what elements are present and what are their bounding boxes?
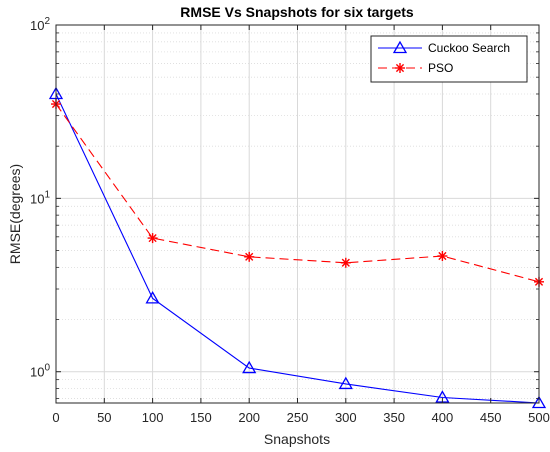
- data-point-series-0: [242, 360, 257, 374]
- x-tick-label: 450: [480, 410, 502, 425]
- legend-label-0: Cuckoo Search: [428, 41, 510, 55]
- legend-marker-1: [395, 63, 405, 73]
- x-tick-label: 350: [383, 410, 405, 425]
- data-point-series-0: [145, 291, 160, 304]
- x-tick-label: 100: [142, 410, 164, 425]
- x-tick-labels: 0 50 100 150 200 250 300 350 400 450 500: [52, 410, 549, 425]
- x-tick-label: 50: [97, 410, 111, 425]
- x-tick-label: 300: [335, 410, 357, 425]
- data-point-series-1: [147, 233, 158, 244]
- x-tick-label: 200: [238, 410, 260, 425]
- data-point-series-1: [244, 251, 255, 262]
- y-tick-label: 100: [30, 363, 50, 380]
- legend-marker-0: [392, 40, 408, 54]
- x-tick-label: 500: [528, 410, 550, 425]
- legend-box: [370, 35, 528, 83]
- x-tick-label: 250: [287, 410, 309, 425]
- series-line-1: [55, 103, 540, 283]
- data-point-series-1: [437, 251, 448, 262]
- legend-label-1: PSO: [428, 61, 453, 75]
- y-axis-label: RMSE(degrees): [7, 164, 23, 264]
- data-point-series-1: [340, 257, 351, 268]
- data-point-series-0: [338, 376, 353, 390]
- x-tick-label: 0: [52, 410, 59, 425]
- x-tick-label: 400: [432, 410, 454, 425]
- y-tick-labels: 100 101 102: [30, 16, 50, 380]
- data-point-series-0: [531, 395, 547, 409]
- axis-ticks: [55, 24, 540, 403]
- x-axis-label: Snapshots: [264, 431, 330, 447]
- y-tick-label: 101: [30, 189, 50, 206]
- y-tick-label: 102: [30, 16, 50, 33]
- chart-title: RMSE Vs Snapshots for six targets: [180, 4, 414, 20]
- series-line-0: [55, 93, 540, 404]
- x-tick-label: 150: [190, 410, 212, 425]
- legend: Cuckoo Search PSO: [370, 35, 528, 83]
